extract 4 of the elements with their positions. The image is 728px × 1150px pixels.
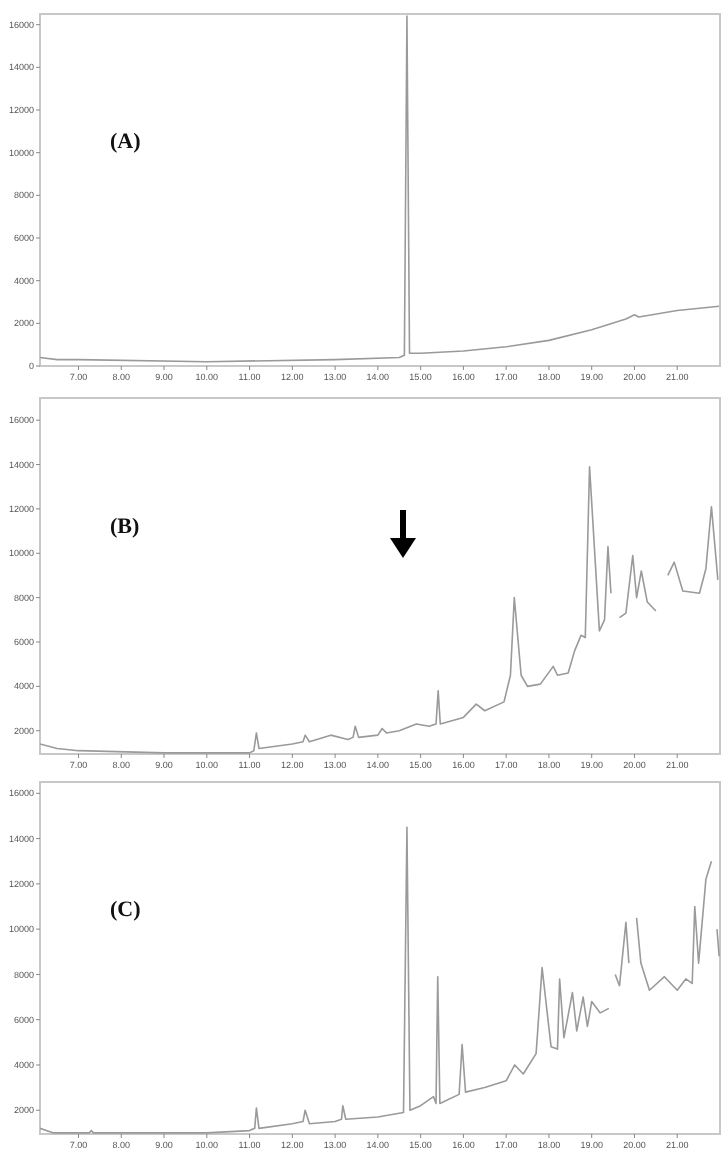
text: (A) [110,129,142,154]
text: (B) [110,515,140,540]
text: (C) [110,897,142,922]
line-series [40,15,720,363]
